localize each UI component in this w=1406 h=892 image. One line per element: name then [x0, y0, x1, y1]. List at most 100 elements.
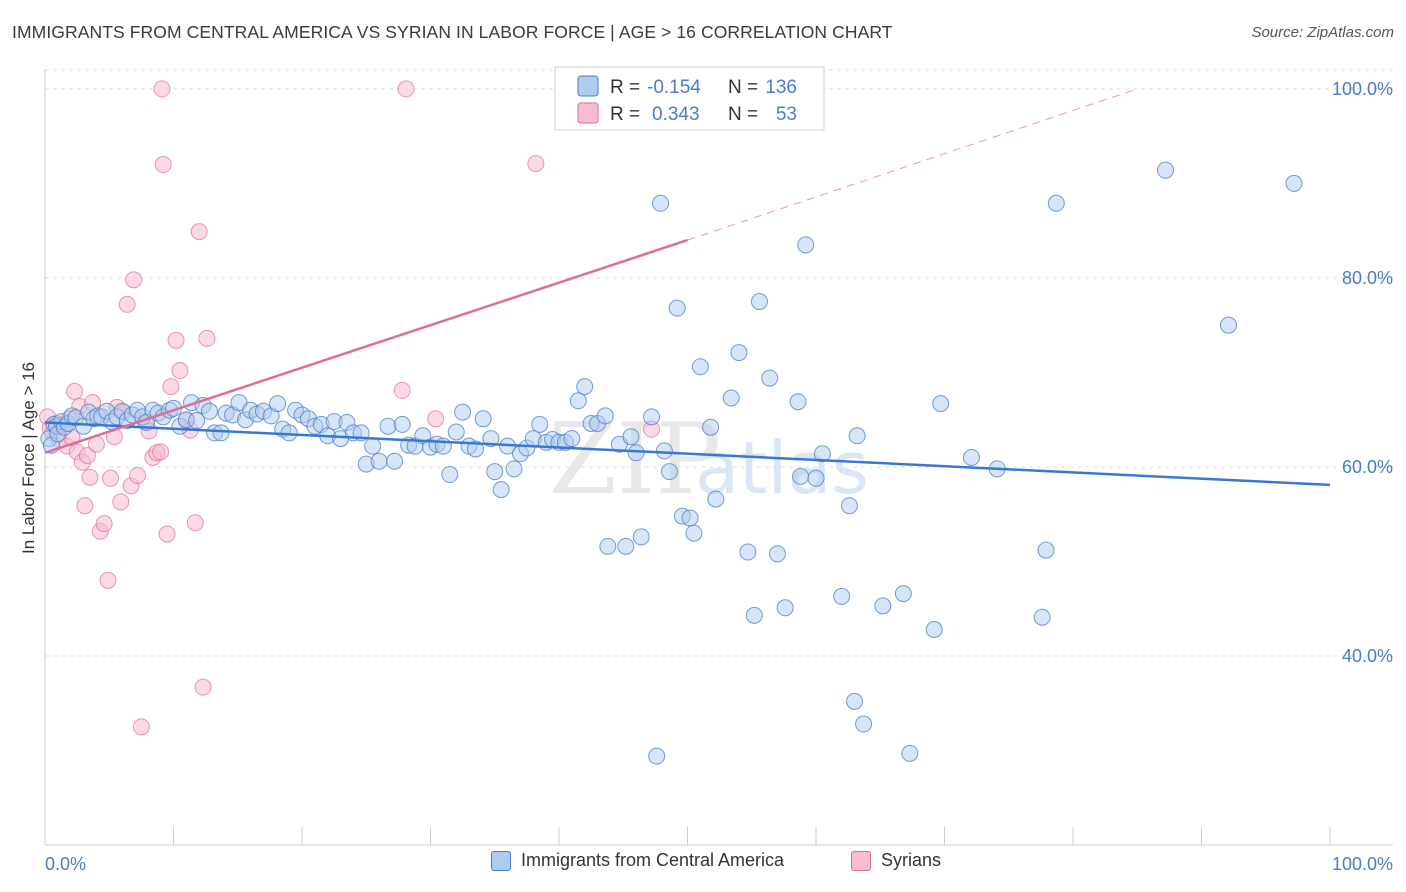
central-america-point	[855, 715, 873, 733]
central-america-point	[486, 463, 504, 481]
legend-swatch-pink	[577, 102, 599, 124]
bottom-legend-item-central-america: Immigrants from Central America	[491, 850, 784, 871]
central-america-point	[901, 744, 919, 762]
syrians-point	[190, 223, 208, 241]
central-america-point	[1037, 541, 1055, 559]
central-america-point	[1157, 161, 1175, 179]
central-america-point	[1219, 316, 1237, 334]
tick-labels: 40.0% 60.0% 80.0% 100.0% 0.0% 100.0%	[45, 79, 1393, 874]
central-america-point	[482, 430, 500, 448]
central-america-point	[632, 528, 650, 546]
central-america-point	[894, 585, 912, 603]
central-america-point	[768, 545, 786, 563]
legend-n-value-1: 136	[765, 77, 797, 98]
legend: R = -0.154 N = 136 R = 0.343 N = 53	[554, 66, 825, 131]
y-axis-label: In Labor Force | Age > 16	[19, 362, 38, 554]
syrians-point	[99, 571, 117, 589]
central-america-point	[739, 543, 757, 561]
central-america-point	[848, 427, 866, 445]
syrians-point	[78, 447, 96, 465]
syrians-point	[102, 469, 120, 487]
legend-r-value-2: 0.343	[652, 104, 700, 125]
central-america-point	[745, 606, 763, 624]
central-america-point	[807, 469, 825, 487]
syrians-point	[66, 382, 84, 400]
central-america-point	[474, 410, 492, 428]
chart-title: IMMIGRANTS FROM CENTRAL AMERICA VS SYRIA…	[12, 22, 893, 42]
bottom-legend-item-syrians: Syrians	[851, 850, 941, 871]
central-america-point	[1285, 174, 1303, 192]
central-america-point	[1033, 608, 1051, 626]
central-america-point	[681, 509, 699, 527]
central-america-point	[563, 430, 581, 448]
bottom-legend-label-central-america: Immigrants from Central America	[521, 850, 785, 870]
syrians-point	[153, 80, 171, 98]
central-america-point	[792, 467, 810, 485]
central-america-point	[364, 437, 382, 455]
central-america-point	[652, 194, 670, 212]
syrians-point	[198, 329, 216, 347]
y-tick-label: 80.0%	[1342, 268, 1393, 288]
syrians-point	[154, 156, 172, 174]
legend-frame	[554, 66, 825, 131]
central-america-point	[596, 407, 614, 425]
central-america-point	[617, 537, 635, 555]
syrians-point	[186, 514, 204, 532]
grid-lines	[45, 69, 1393, 657]
x-tick-label-max: 100.0%	[1332, 854, 1393, 874]
syrians-point	[76, 497, 94, 515]
legend-swatch-blue	[577, 75, 599, 97]
central-america-point	[492, 481, 510, 499]
chart-source: Source: ZipAtlas.com	[1251, 24, 1394, 41]
axes	[44, 70, 1393, 846]
syrians-trend-line	[44, 238, 688, 454]
x-tick-label-min: 0.0%	[45, 854, 86, 874]
central-america-point	[840, 497, 858, 515]
central-america-point	[599, 537, 617, 555]
bottom-legend-swatch-blue	[491, 850, 511, 871]
central-america-point	[569, 392, 587, 410]
syrians-point	[132, 718, 150, 736]
central-america-point	[833, 587, 851, 605]
central-america-point	[1047, 194, 1065, 212]
syrians-point	[397, 80, 415, 98]
syrians-point	[152, 443, 170, 461]
central-america-point	[776, 599, 794, 617]
central-america-point	[386, 452, 404, 470]
central-america-point	[269, 395, 287, 413]
syrians-point	[129, 466, 147, 484]
central-america-point	[691, 358, 709, 376]
syrians-point	[81, 468, 99, 486]
central-america-point	[789, 393, 807, 411]
bottom-legend-swatch-pink	[851, 850, 871, 871]
central-america-point	[702, 418, 720, 436]
central-america-point	[685, 524, 703, 542]
central-america-point	[447, 423, 465, 441]
central-america-point	[643, 408, 661, 426]
central-america-point	[576, 378, 594, 396]
central-america-point	[813, 445, 831, 463]
central-america-point	[212, 424, 230, 442]
central-america-point	[707, 490, 725, 508]
watermark-atlas: atlas	[695, 426, 869, 510]
central-america-point	[200, 402, 218, 420]
legend-n-label-1: N =	[728, 77, 758, 98]
central-america-point	[622, 428, 640, 446]
central-america-point	[925, 621, 943, 639]
syrians-point	[118, 295, 136, 313]
central-america-trend-line	[44, 421, 1331, 487]
trend-lines	[44, 88, 1331, 487]
syrians-point	[427, 410, 445, 428]
central-america-point	[846, 692, 864, 710]
central-america-point	[962, 449, 980, 466]
syrians-point	[527, 155, 545, 173]
y-tick-label: 40.0%	[1342, 646, 1393, 666]
syrians-point	[112, 493, 130, 511]
syrians-point	[162, 378, 180, 396]
y-tick-label: 60.0%	[1342, 457, 1393, 477]
central-america-point	[370, 452, 388, 470]
central-america-point	[505, 460, 523, 478]
central-america-point	[661, 463, 679, 481]
syrians-point	[167, 331, 185, 349]
